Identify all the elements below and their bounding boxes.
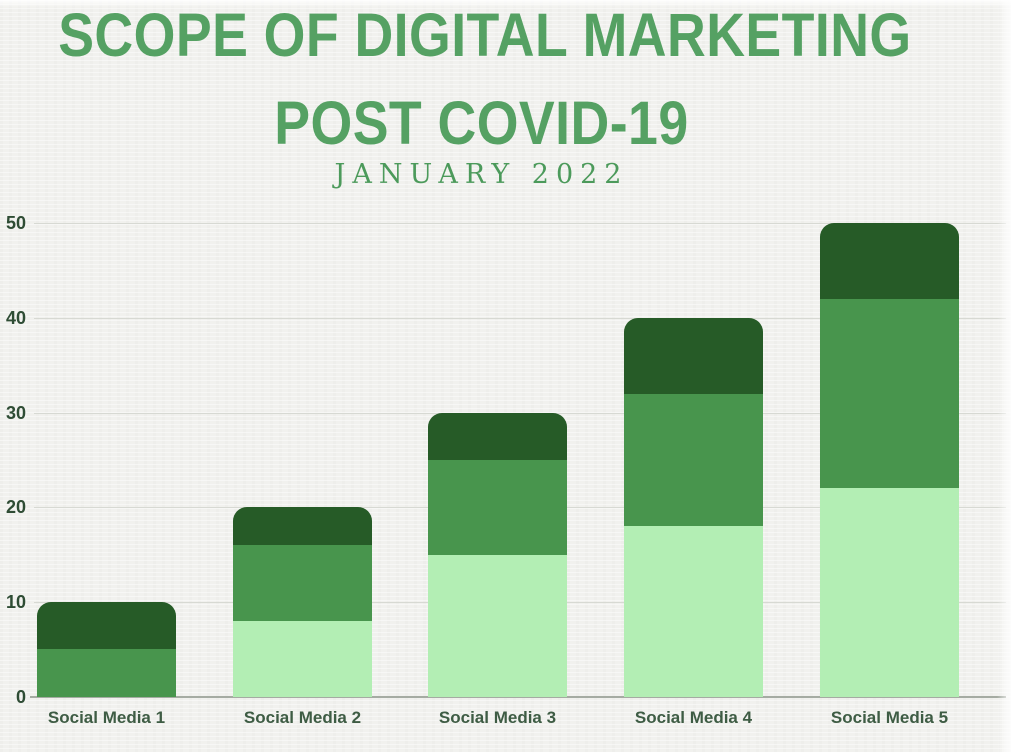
bar-segment-medium-green-segment: [428, 460, 567, 555]
x-axis-category-label: Social Media 2: [243, 708, 362, 727]
title-line-1-text: SCOPE OF DIGITAL MARKETING: [58, 1, 912, 69]
bar-social-media-4: [624, 318, 763, 697]
x-axis-category-label: Social Media 4: [634, 708, 753, 727]
bar-segment-medium-green-segment: [37, 649, 176, 697]
x-axis-category-label: Social Media 3: [438, 708, 557, 727]
bar-social-media-5: [820, 223, 959, 697]
y-axis-tick-label: 20: [5, 497, 26, 517]
title-line-1: SCOPE OF DIGITAL MARKETING: [0, 4, 963, 66]
bar-segment-dark-green-segment: [233, 507, 372, 545]
bar-social-media-2: [233, 507, 372, 697]
bar-segment-medium-green-segment: [820, 298, 959, 489]
chart-header: SCOPE OF DIGITAL MARKETING POST COVID-19…: [0, 0, 963, 190]
bar-segment-light-green-segment: [428, 555, 567, 697]
y-axis-tick-label: 40: [5, 308, 26, 328]
bar-segment-light-green-segment: [233, 620, 372, 697]
title-line-2-text: POST COVID-19: [274, 89, 689, 157]
x-axis-category-label: Social Media 5: [830, 708, 949, 727]
chart-subtitle: JANUARY 2022: [334, 159, 629, 190]
bar-segment-medium-green-segment: [233, 544, 372, 621]
y-axis-tick-label: 50: [5, 213, 26, 233]
y-axis-tick-label: 30: [5, 403, 26, 423]
bar-social-media-3: [428, 413, 567, 697]
bar-social-media-1: [37, 602, 176, 697]
bar-segment-dark-green-segment: [37, 602, 176, 650]
x-axis-category-label: Social Media 1: [47, 708, 166, 727]
bar-segment-light-green-segment: [624, 526, 763, 697]
bar-segment-dark-green-segment: [624, 318, 763, 394]
bar-segment-medium-green-segment: [624, 393, 763, 527]
bar-segment-light-green-segment: [820, 488, 959, 697]
bar-segment-dark-green-segment: [820, 223, 959, 299]
title-line-2: POST COVID-19: [0, 92, 963, 154]
bar-segment-dark-green-segment: [428, 413, 567, 461]
y-axis-tick-label: 10: [5, 592, 26, 612]
